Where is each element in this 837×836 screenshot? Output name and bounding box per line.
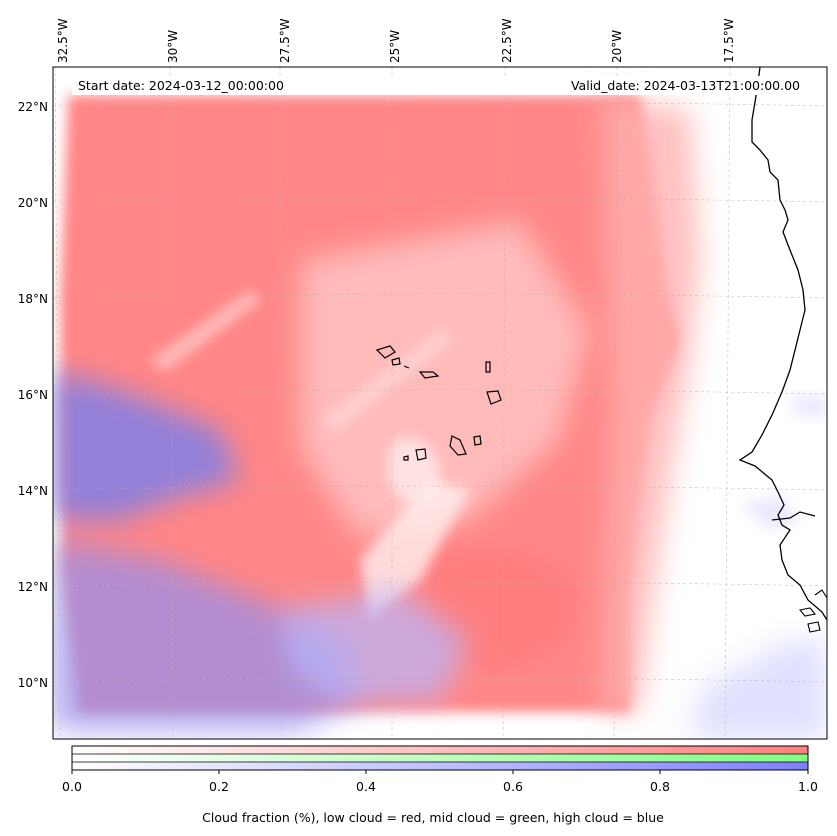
lon-label-17-5w: 17.5°W	[722, 18, 736, 63]
colorbar-mid-cloud	[72, 754, 808, 762]
colorbar-tick-1: 0.2	[209, 779, 229, 794]
start-date-label: Start date: 2024-03-12_00:00:00	[78, 78, 284, 93]
lat-label-22n: 22°N	[18, 100, 48, 114]
lat-label-14n: 14°N	[18, 484, 48, 498]
lon-label-25w: 25°W	[388, 30, 402, 63]
lat-label-16n: 16°N	[18, 388, 48, 402]
lon-label-20w: 20°W	[610, 30, 624, 63]
colorbar-tick-4: 0.8	[650, 779, 670, 794]
cape-verde-islands	[375, 345, 502, 461]
latitude-tick-labels: 22°N 20°N 18°N 16°N 14°N 12°N 10°N	[18, 100, 48, 690]
lat-label-10n: 10°N	[18, 676, 48, 690]
africa-coastline	[738, 67, 827, 621]
valid-date-label: Valid_date: 2024-03-13T21:00:00.00	[571, 78, 800, 93]
lat-label-18n: 18°N	[18, 292, 48, 306]
longitude-tick-labels: 32.5°W 30°W 27.5°W 25°W 22.5°W 20°W 17.5…	[56, 18, 736, 63]
lat-label-12n: 12°N	[18, 580, 48, 594]
colorbar-ticks	[71, 770, 809, 774]
lon-label-27-5w: 27.5°W	[278, 18, 292, 63]
africa-coastline-gambia	[771, 511, 816, 521]
colorbar-high-cloud	[72, 762, 808, 770]
colorbar-tick-3: 0.6	[503, 779, 523, 794]
header-box	[72, 76, 807, 95]
map-frame	[52, 66, 828, 740]
colorbar-frame	[71, 745, 809, 771]
map-area	[53, 67, 827, 739]
colorbar: 0.0 0.2 0.4 0.6 0.8 1.0 Cloud fraction (…	[62, 745, 818, 825]
colorbar-label: Cloud fraction (%), low cloud = red, mid…	[202, 810, 664, 825]
lat-label-20n: 20°N	[18, 196, 48, 210]
high-cloud-layer	[53, 370, 827, 739]
lon-label-30w: 30°W	[166, 30, 180, 63]
colorbar-tick-5: 1.0	[798, 779, 818, 794]
graticule	[53, 67, 827, 739]
bijagos-islands	[798, 589, 827, 633]
colorbar-tick-0: 0.0	[62, 779, 82, 794]
lon-label-22-5w: 22.5°W	[500, 18, 514, 63]
colorbar-low-cloud	[72, 746, 808, 754]
lon-label-32-5w: 32.5°W	[56, 18, 70, 63]
low-cloud-layer	[60, 95, 700, 712]
colorbar-tick-2: 0.4	[356, 779, 376, 794]
